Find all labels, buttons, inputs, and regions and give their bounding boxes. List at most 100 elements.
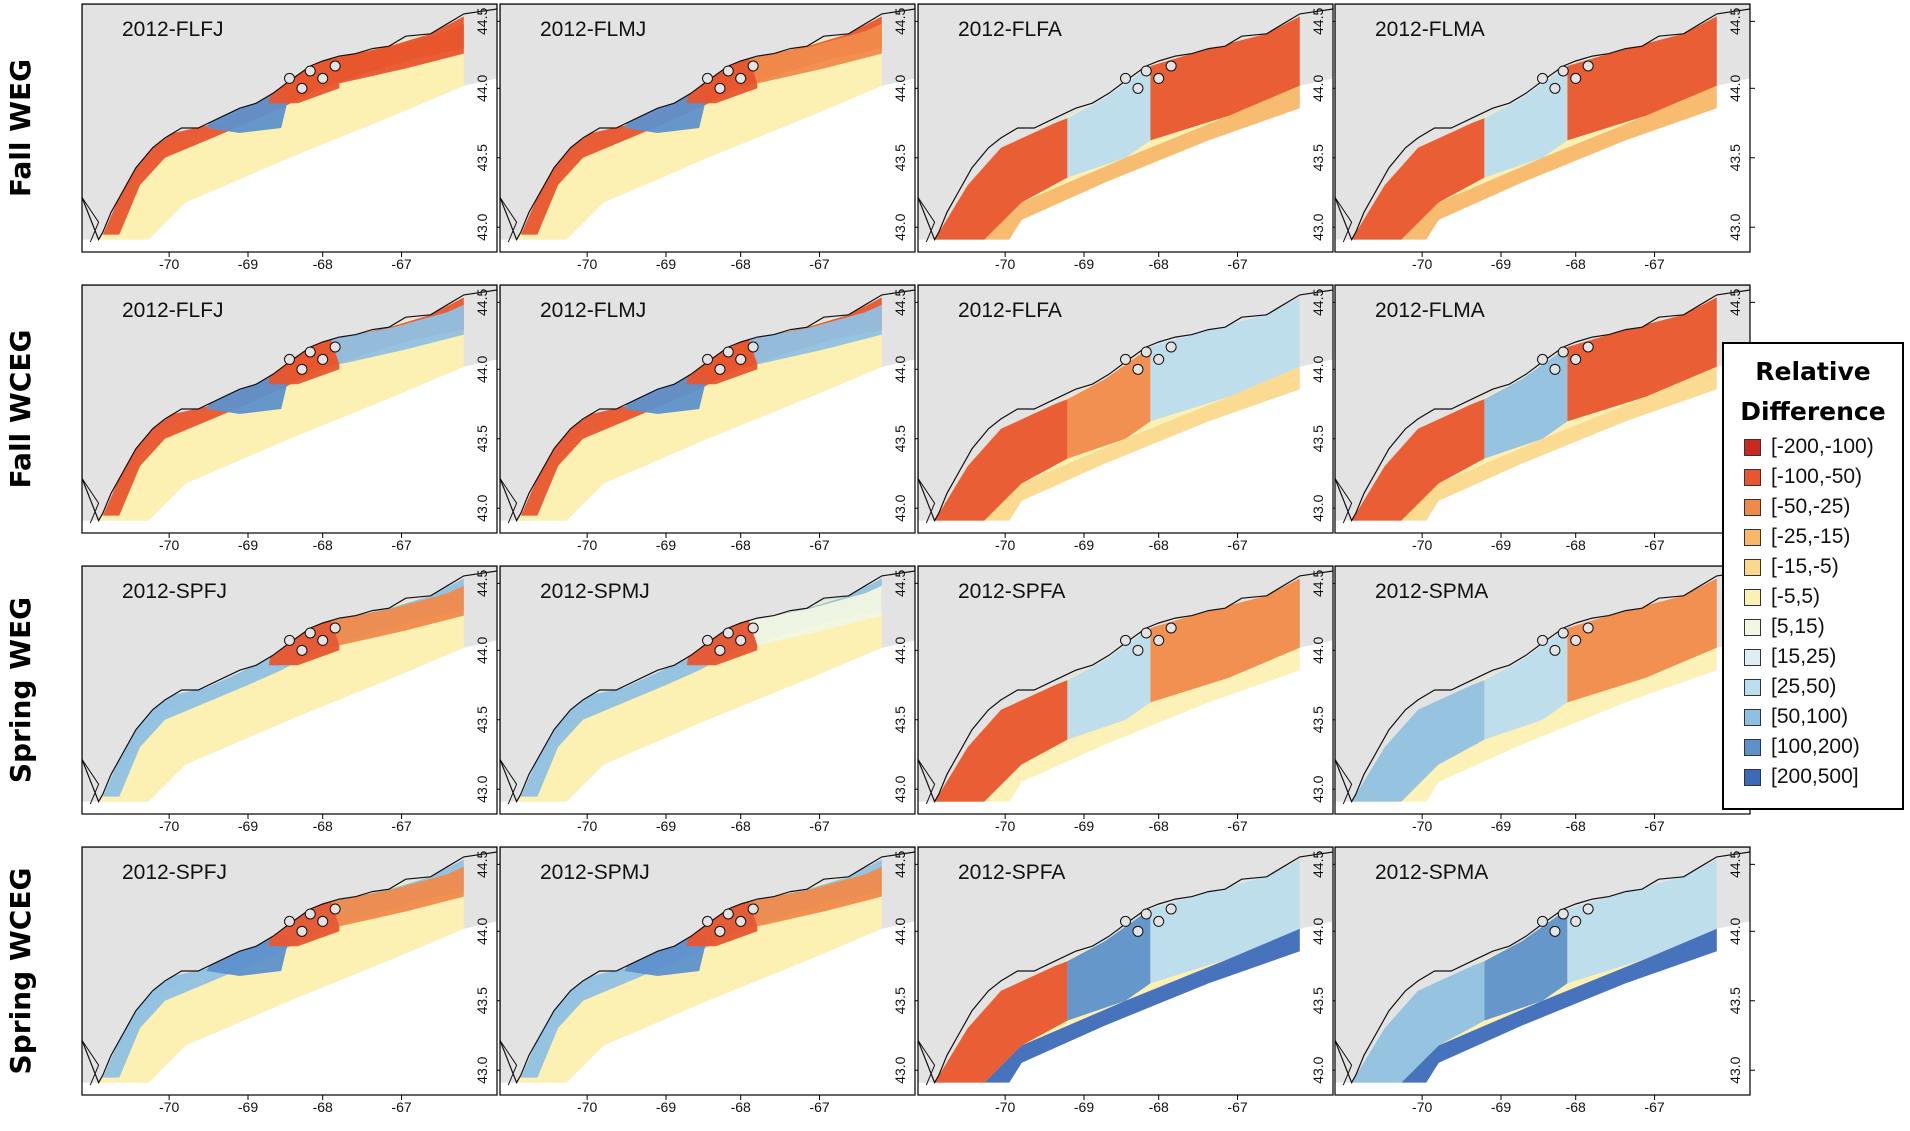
island [1582, 903, 1594, 915]
eastern-patch [331, 585, 464, 646]
state-boundary [82, 197, 100, 243]
y-tick-label: 43.5 [474, 706, 490, 733]
legend-label: [-15,-5) [1771, 555, 1839, 578]
coastline [1335, 566, 1750, 803]
panel-frame [499, 284, 916, 534]
x-tick-label: -68 [313, 537, 333, 553]
panel-title: 2012-FLMJ [540, 299, 646, 322]
outside-domain [82, 359, 497, 533]
island [735, 915, 747, 927]
island [296, 925, 308, 937]
legend-swatch [1744, 768, 1761, 786]
state-boundary [1335, 478, 1353, 524]
island [722, 627, 734, 639]
island [317, 634, 329, 646]
x-tick-label: -69 [1491, 537, 1511, 553]
x-tick-label: -67 [809, 256, 829, 272]
island [329, 60, 341, 72]
island [1153, 353, 1165, 365]
legend-title-line2: Difference [1740, 397, 1886, 426]
island [1537, 915, 1548, 927]
x-tick-label: -68 [313, 1099, 333, 1115]
island [747, 341, 759, 353]
row-label: Spring WEG [4, 597, 37, 783]
island [1132, 644, 1144, 656]
state-boundary [1335, 1040, 1353, 1086]
x-tick-label: -69 [238, 818, 258, 834]
western-region [934, 399, 1068, 521]
offshore-strip [984, 85, 1300, 240]
map-panel: 2012-SPMJ -70 -69 -68 -67 43.0 43.5 44.0 44.5 [499, 565, 920, 834]
panel-frame [917, 284, 1334, 534]
x-tick-label: -68 [731, 818, 751, 834]
y-tick-label: 43.0 [892, 1056, 908, 1083]
legend-item: [50,100) [1744, 702, 1902, 732]
island [296, 82, 308, 94]
y-tick-label: 43.0 [474, 494, 490, 521]
state-boundary [500, 478, 518, 524]
legend-label: [50,100) [1771, 705, 1849, 728]
x-tick-label: -68 [731, 256, 751, 272]
western-region [934, 680, 1068, 802]
x-tick-label: -70 [995, 818, 1015, 834]
x-tick-label: -68 [1566, 256, 1586, 272]
y-tick-label: 44.5 [474, 8, 490, 35]
y-tick-label: 44.5 [474, 570, 490, 597]
island [1165, 622, 1177, 634]
coastline [918, 4, 1333, 241]
y-tick-label: 44.5 [474, 851, 490, 878]
legend-item: [-15,-5) [1744, 552, 1902, 582]
row-label: Spring WCEG [4, 868, 37, 1075]
island [1132, 363, 1144, 375]
island [1570, 634, 1582, 646]
x-tick-label: -70 [159, 537, 179, 553]
outside-domain [82, 78, 497, 252]
x-tick-label: -69 [656, 537, 676, 553]
eastern-region [1150, 16, 1300, 141]
island [329, 341, 341, 353]
map-panel: 2012-SPFJ -70 -69 -68 -67 43.0 43.5 44.0 44.5 [81, 565, 502, 834]
panel-title: 2012-SPFJ [122, 861, 227, 884]
legend-item: [200,500] [1744, 762, 1902, 792]
island [714, 363, 726, 375]
x-tick-label: -68 [1149, 537, 1169, 553]
eastern-patch [749, 866, 882, 927]
y-tick-label: 44.0 [892, 917, 908, 944]
legend-items: [-200,-100) [-100,-50) [-50,-25) [-25,-15) [… [1724, 432, 1902, 792]
panel-title: 2012-SPFA [958, 580, 1065, 603]
x-tick-label: -70 [1412, 818, 1432, 834]
island [317, 915, 329, 927]
y-tick-label: 44.5 [1310, 570, 1326, 597]
offshore-strip [1401, 366, 1717, 521]
western-region [1351, 961, 1485, 1083]
island [304, 627, 316, 639]
panel-frame [81, 846, 498, 1096]
x-tick-label: -67 [1227, 1099, 1247, 1115]
state-boundary [500, 1040, 518, 1086]
y-tick-label: 44.0 [892, 355, 908, 382]
western-region [1351, 399, 1485, 521]
middle-region [1484, 628, 1568, 740]
coastline [1335, 4, 1750, 241]
island [1582, 622, 1594, 634]
panel-frame [499, 565, 916, 815]
middle-region [1067, 628, 1151, 740]
legend-title-line1: Relative [1755, 357, 1871, 386]
x-tick-label: -70 [577, 537, 597, 553]
panel-frame [917, 565, 1334, 815]
panel-title: 2012-SPMA [1375, 861, 1488, 884]
x-tick-label: -68 [1149, 818, 1169, 834]
islands-patch [686, 901, 758, 947]
x-tick-label: -70 [159, 818, 179, 834]
island [1549, 82, 1561, 94]
y-tick-label: 44.0 [474, 917, 490, 944]
island [284, 353, 295, 365]
x-tick-label: -67 [1227, 256, 1247, 272]
panel-frame [1334, 3, 1751, 253]
island [1570, 915, 1582, 927]
eastern-patch [749, 23, 882, 84]
x-tick-label: -67 [391, 256, 411, 272]
legend-item: [-25,-15) [1744, 522, 1902, 552]
legend-swatch [1744, 468, 1761, 486]
